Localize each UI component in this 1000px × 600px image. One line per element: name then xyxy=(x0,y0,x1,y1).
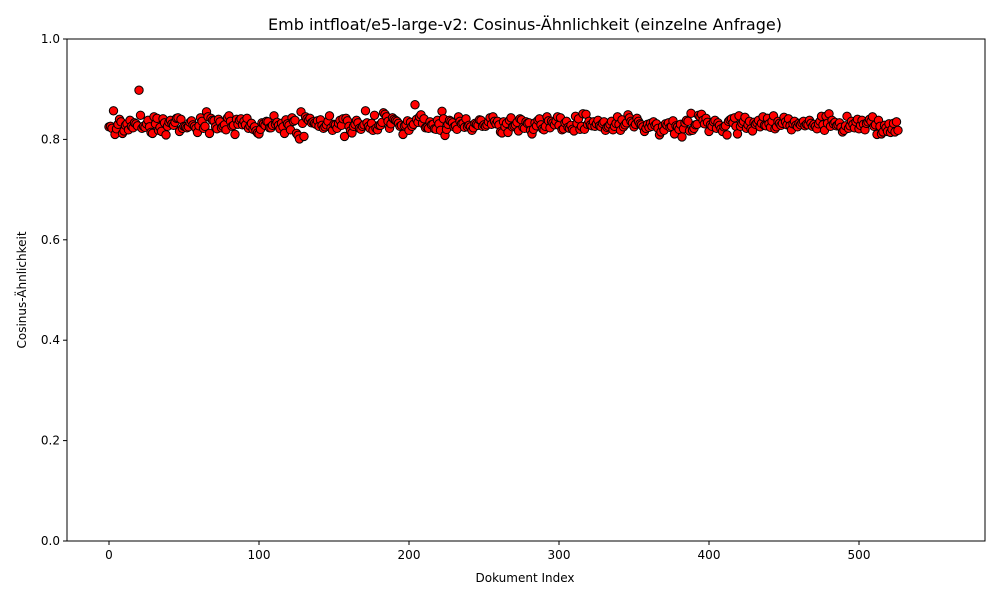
y-tick-label: 0.8 xyxy=(41,132,60,146)
plot-frame xyxy=(66,38,986,542)
x-tick-label: 0 xyxy=(105,548,113,562)
data-point xyxy=(230,129,240,140)
y-tick-label: 0.0 xyxy=(41,534,60,548)
x-tick-label: 500 xyxy=(848,548,871,562)
data-point xyxy=(677,132,687,142)
data-point xyxy=(893,125,903,136)
data-point xyxy=(437,106,447,116)
data-point xyxy=(299,131,309,142)
data-point xyxy=(891,117,902,127)
data-point xyxy=(161,130,171,140)
data-point xyxy=(200,121,210,132)
y-tick-label: 0.4 xyxy=(41,333,60,347)
data-points xyxy=(104,85,903,144)
data-point xyxy=(324,111,335,121)
x-tick-label: 100 xyxy=(248,548,271,562)
y-axis-label: Cosinus-Ähnlichkeit xyxy=(14,231,29,348)
x-axis-label: Dokument Index xyxy=(476,571,575,585)
y-tick-label: 0.2 xyxy=(41,434,60,448)
data-point xyxy=(108,106,119,116)
data-point xyxy=(410,100,420,110)
data-point xyxy=(204,128,215,139)
data-point xyxy=(339,131,350,142)
data-point xyxy=(134,85,144,95)
data-point xyxy=(683,116,693,127)
data-point xyxy=(369,110,380,121)
y-tick-label: 1.0 xyxy=(41,32,60,46)
x-tick-label: 300 xyxy=(548,548,571,562)
y-axis: 0.0 0.2 0.4 0.6 0.8 1.0 xyxy=(41,32,67,548)
data-point xyxy=(360,106,371,116)
y-tick-label: 0.6 xyxy=(41,233,60,247)
x-tick-label: 200 xyxy=(398,548,421,562)
chart-title: Emb intfloat/e5-large-v2: Cosinus-Ähnlic… xyxy=(268,15,782,34)
data-point xyxy=(135,110,146,121)
x-tick-label: 400 xyxy=(698,548,721,562)
data-point xyxy=(722,130,732,140)
x-axis: 0 100 200 300 400 500 xyxy=(105,541,870,562)
